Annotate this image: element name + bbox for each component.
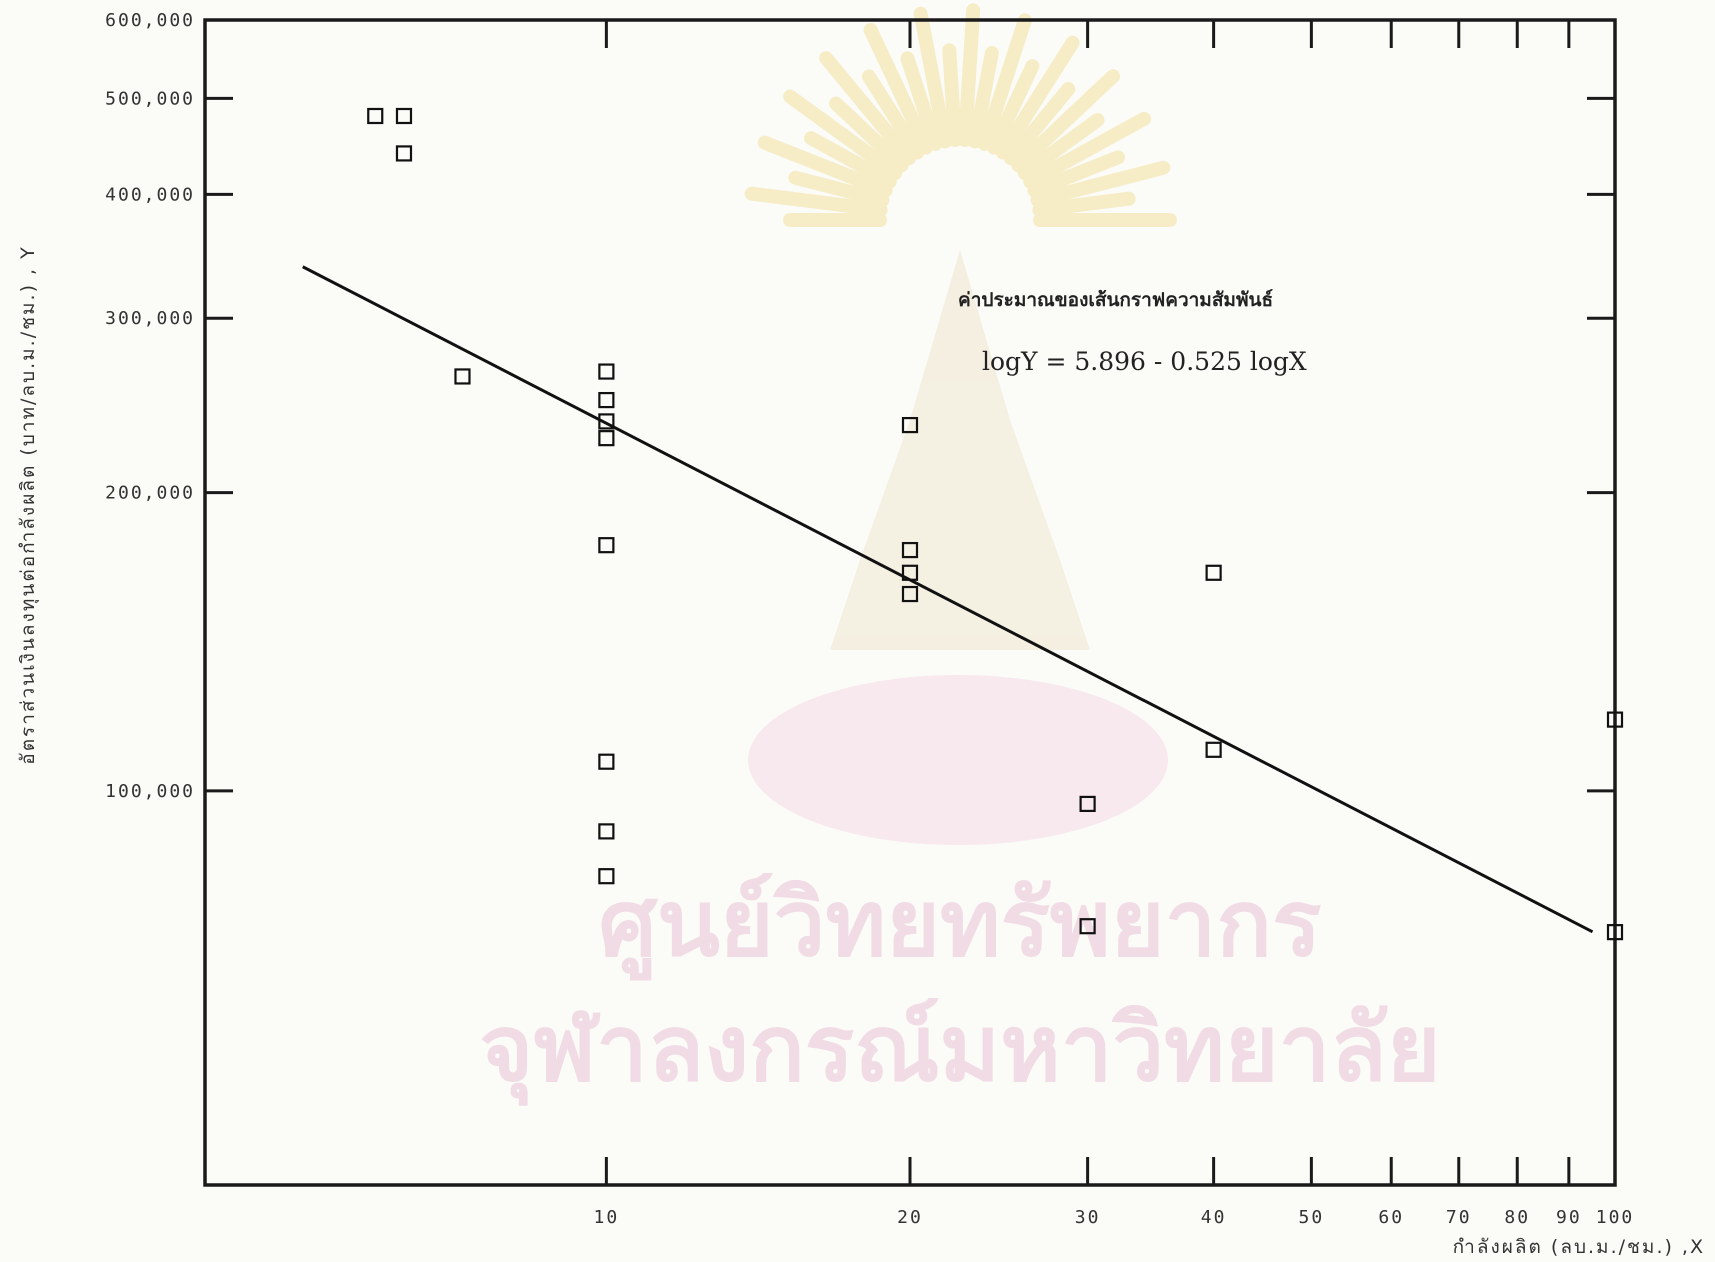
- y-tick-label: 600,000: [105, 10, 195, 31]
- x-tick-label: 90: [1556, 1207, 1582, 1228]
- data-point: [598, 363, 615, 380]
- data-point: [1079, 918, 1096, 935]
- watermark-ray: [1011, 69, 1121, 173]
- y-tick-label: 500,000: [105, 88, 195, 109]
- x-tick-label: 100: [1596, 1207, 1635, 1228]
- data-point: [1205, 564, 1222, 581]
- data-point: [901, 585, 919, 603]
- watermark-ray: [913, 6, 953, 149]
- regression-line: [302, 265, 1594, 934]
- x-tick-label: 50: [1299, 1207, 1325, 1228]
- y-tick-labels: 100,000 200,000 300,000 400,000 500,000 600,0…: [105, 10, 195, 802]
- watermark-ray: [1003, 82, 1076, 166]
- y-tick-label: 200,000: [105, 483, 195, 504]
- x-axis-title: กำลังผลิต (ลบ.ม./ชม.) ,X: [1453, 1236, 1705, 1258]
- data-point: [1606, 924, 1624, 941]
- data-point: [598, 753, 615, 770]
- watermark-line2: จุฬาลงกรณ์มหาวิทยาลัย: [479, 995, 1440, 1106]
- watermark-ray: [1017, 113, 1105, 180]
- data-point: [1205, 741, 1222, 758]
- watermark-ray: [977, 13, 1032, 151]
- data-point: [598, 868, 615, 885]
- regression-line-group: [302, 265, 1594, 934]
- watermark-ray: [829, 96, 909, 173]
- axis-ticks: [205, 18, 1617, 1185]
- data-point: [598, 430, 615, 447]
- watermark-ray: [1023, 111, 1152, 189]
- data-point: [1606, 711, 1624, 728]
- data-point: [901, 541, 919, 559]
- data-point: [1079, 795, 1096, 813]
- watermark-ray: [757, 135, 893, 198]
- data-point: [395, 145, 413, 162]
- x-tick-label: 60: [1378, 1207, 1404, 1228]
- data-point: [367, 107, 384, 125]
- watermark-ray: [744, 186, 888, 217]
- watermark-ray: [995, 35, 1080, 160]
- data-point: [901, 416, 919, 434]
- x-tick-label: 40: [1201, 1207, 1227, 1228]
- watermark-emblem: [744, 3, 1177, 845]
- annotation-title: ค่าประมาณของเส้นกราฟความสัมพันธ์: [958, 289, 1273, 311]
- x-tick-label: 10: [594, 1207, 620, 1228]
- y-tick-label: 300,000: [105, 308, 195, 329]
- y-tick-label: 100,000: [105, 781, 195, 802]
- watermark-ray: [942, 43, 962, 148]
- watermark-ray: [1032, 191, 1136, 217]
- watermark-ray: [804, 131, 897, 189]
- y-tick-label: 400,000: [105, 184, 195, 205]
- data-point: [598, 391, 615, 409]
- data-point: [598, 413, 615, 430]
- watermark-ray: [788, 170, 890, 208]
- watermark-ray: [819, 51, 917, 166]
- watermark-ray: [1030, 160, 1171, 208]
- y-axis-title: อัตราส่วนเงินลงทุนต่อกำลังผลิต (บาท/ลบ.ม…: [17, 245, 40, 764]
- watermark-ray: [967, 46, 999, 149]
- x-tick-label: 70: [1446, 1207, 1472, 1228]
- data-point: [395, 107, 413, 125]
- data-point: [454, 368, 471, 385]
- watermark-ray: [900, 51, 943, 151]
- x-tick-label: 80: [1504, 1207, 1530, 1228]
- data-point: [598, 823, 615, 840]
- x-tick-label: 30: [1075, 1207, 1101, 1228]
- data-points: [367, 107, 1624, 941]
- watermark-ray: [1027, 150, 1126, 198]
- watermark-ray: [958, 3, 981, 148]
- watermark-ray: [987, 59, 1040, 155]
- x-tick-labels: 10 20 30 40 50 60 70 80 90 100: [594, 1207, 1635, 1228]
- watermark-line1: ศูนย์วิทยทรัพยากร: [599, 870, 1322, 981]
- regression-equation: logY = 5.896 - 0.525 logX: [982, 347, 1307, 376]
- watermark-ray: [783, 89, 903, 180]
- x-tick-label: 20: [897, 1207, 923, 1228]
- watermark-ray: [863, 22, 933, 155]
- watermark-text: ศูนย์วิทยทรัพยากร จุฬาลงกรณ์มหาวิทยาลัย: [479, 870, 1440, 1106]
- watermark-ray: [861, 69, 925, 160]
- data-point: [901, 564, 919, 581]
- data-point: [598, 537, 615, 554]
